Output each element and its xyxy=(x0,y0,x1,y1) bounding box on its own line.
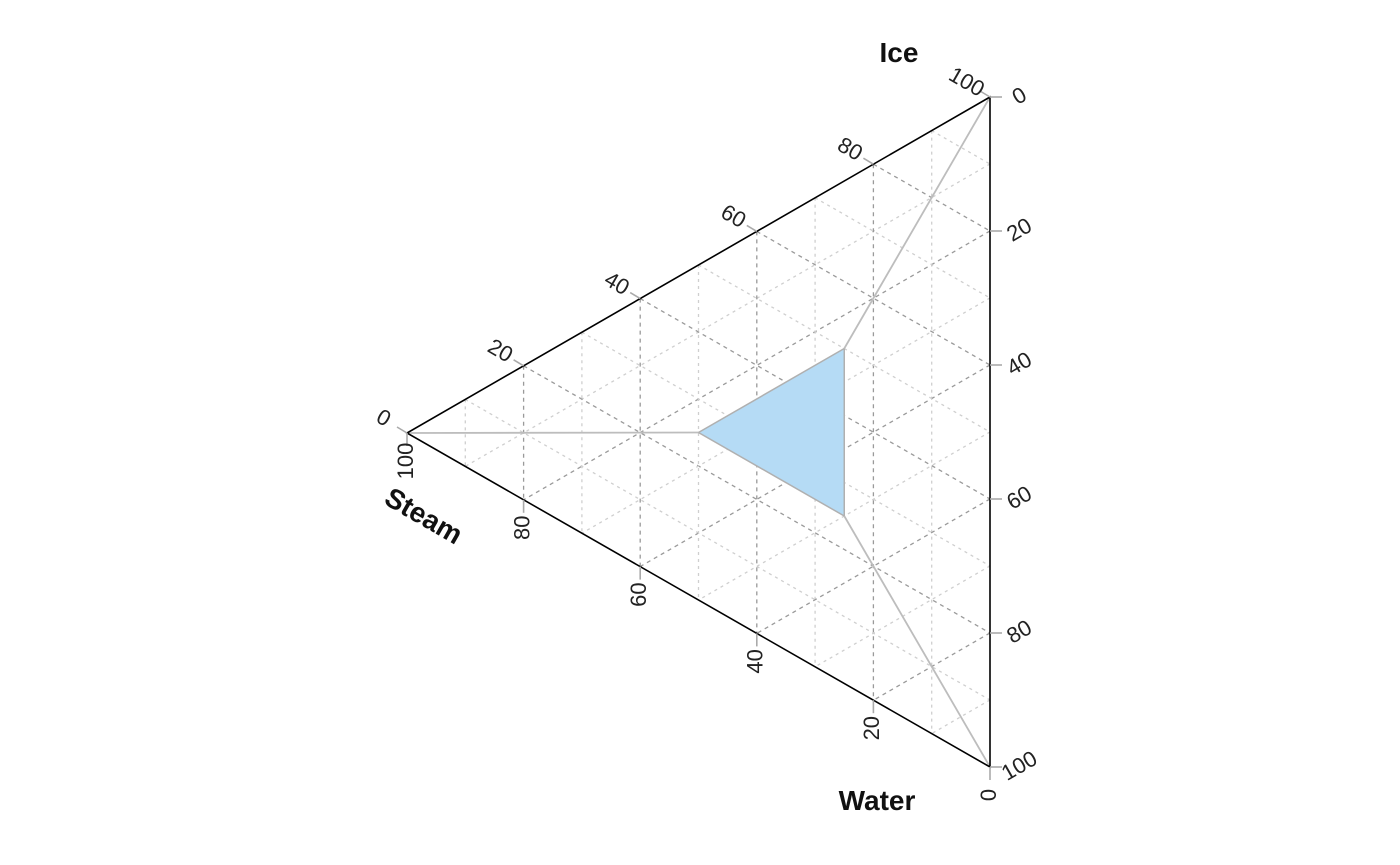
tick-label-water: 60 xyxy=(1002,481,1036,515)
grid-line-ice xyxy=(523,365,991,634)
grid-line-ice xyxy=(581,331,991,567)
tick-label-ice: 40 xyxy=(600,266,634,300)
region-polygon xyxy=(696,347,845,518)
grid-line-water xyxy=(523,230,991,501)
grid-line-water xyxy=(756,498,991,634)
triangle-frame xyxy=(405,95,991,769)
boundary-line xyxy=(843,96,991,349)
region-layer xyxy=(406,96,991,768)
axis-title-water: Water xyxy=(839,785,916,816)
tick-ice-100 xyxy=(979,90,991,98)
axis-title-ice: Ice xyxy=(880,37,919,68)
tick-label-ice: 80 xyxy=(833,132,867,166)
tick-label-ice: 100 xyxy=(945,62,989,102)
tick-label-water: 20 xyxy=(1002,213,1036,247)
tick-label-ice: 20 xyxy=(484,333,518,367)
tick-label-water: 80 xyxy=(1002,615,1036,649)
tick-label-steam: 40 xyxy=(743,649,768,673)
tick-label-steam: 60 xyxy=(626,582,651,606)
boundary-line xyxy=(843,515,991,768)
tick-label-steam: 20 xyxy=(859,716,884,740)
grid-line-water xyxy=(464,163,991,467)
boundary-line xyxy=(406,431,699,434)
tick-label-steam: 100 xyxy=(393,443,418,480)
tick-ice-80 xyxy=(862,157,874,165)
tick-ice-0 xyxy=(396,426,408,434)
tick-label-water: 0 xyxy=(1008,82,1031,110)
tick-label-steam: 0 xyxy=(976,789,1001,801)
axis-title-steam: Steam xyxy=(380,481,468,550)
tick-ice-20 xyxy=(513,359,525,367)
tick-ice-60 xyxy=(746,224,758,233)
tick-label-water: 100 xyxy=(997,746,1041,786)
grid-line-ice xyxy=(464,398,991,701)
tick-label-ice: 60 xyxy=(717,199,751,233)
tick-label-water: 40 xyxy=(1002,347,1036,381)
tick-label-ice: 0 xyxy=(372,404,395,432)
grid-line-water xyxy=(581,297,991,534)
tick-ice-40 xyxy=(629,291,641,300)
tick-label-steam: 80 xyxy=(509,516,534,540)
frame-layer xyxy=(405,95,991,769)
grid-line-water xyxy=(931,699,991,735)
